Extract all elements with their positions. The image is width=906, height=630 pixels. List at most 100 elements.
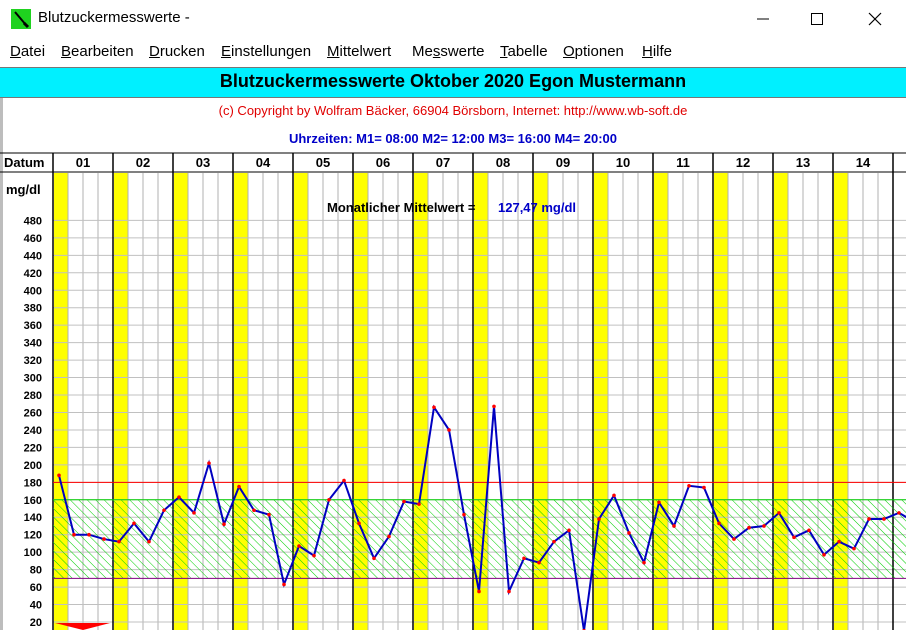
reading-point (162, 508, 166, 513)
y-tick-label: 40 (30, 600, 42, 612)
minimize-icon (757, 18, 769, 20)
y-tick-label: 440 (24, 250, 42, 262)
menu-einstellungen[interactable]: Einstellungen (221, 43, 312, 60)
menu-optionen[interactable]: Optionen (563, 43, 624, 60)
y-tick-label: 480 (24, 215, 42, 227)
y-tick-label: 220 (24, 442, 42, 454)
maximize-button[interactable] (794, 0, 840, 38)
reading-point (147, 539, 151, 544)
reading-point (852, 546, 856, 551)
reading-point (207, 461, 211, 465)
reading-point (702, 485, 706, 490)
menu-bearbeiten[interactable]: Bearbeiten (61, 43, 134, 60)
reading-point (552, 539, 556, 544)
reading-point (252, 508, 256, 513)
menu-messwerte[interactable]: Messwerte (412, 43, 485, 60)
menu-bar: Datei Bearbeiten Drucken Einstellungen M… (0, 40, 906, 64)
day-label-14: 14 (856, 155, 871, 170)
reading-point (822, 552, 826, 557)
reading-point (447, 428, 451, 432)
day-label-04: 04 (256, 155, 271, 170)
y-tick-label: 100 (24, 547, 42, 559)
reading-point (132, 521, 136, 526)
reading-point (477, 589, 481, 594)
day-label-07: 07 (436, 155, 450, 170)
reading-point (297, 544, 301, 548)
reading-point (357, 521, 361, 526)
glucose-chart: Datum 01 02 03 04 05 06 07 08 09 10 11 12 13 14 mg/dl 20… (0, 152, 906, 630)
y-tick-label: 80 (30, 565, 42, 577)
reading-point (57, 473, 61, 478)
y-tick-label: 300 (24, 373, 42, 385)
y-tick-label: 400 (24, 285, 42, 297)
reading-point (177, 495, 181, 499)
mean-label: Monatlicher Mittelwert = (327, 200, 476, 215)
reading-point (867, 517, 871, 521)
y-tick-label: 260 (24, 407, 42, 419)
reading-point (222, 522, 226, 527)
reading-point (417, 502, 421, 506)
y-tick-label: 280 (24, 390, 42, 402)
reading-point (342, 478, 346, 483)
reading-point (267, 512, 271, 517)
reading-point (237, 484, 241, 489)
reading-point (897, 511, 901, 515)
close-button[interactable] (852, 0, 898, 38)
minimize-button[interactable] (740, 0, 786, 38)
reading-point (432, 405, 436, 410)
day-label-05: 05 (316, 155, 330, 170)
menu-drucken[interactable]: Drucken (149, 43, 205, 60)
reading-point (792, 535, 796, 540)
reading-point (372, 556, 376, 561)
reading-point (672, 524, 676, 528)
menu-mittelwert[interactable]: Mittelwert (327, 43, 392, 60)
datum-label: Datum (4, 155, 44, 170)
y-tick-label: 60 (30, 582, 42, 594)
reading-point (87, 532, 91, 537)
copyright-text: (c) Copyright by Wolfram Bäcker, 66904 B… (218, 103, 688, 118)
reading-point (462, 512, 466, 517)
y-tick-label: 380 (24, 303, 42, 315)
reading-point (192, 511, 196, 515)
reading-point (492, 404, 496, 409)
day-label-02: 02 (136, 155, 150, 170)
menu-datei[interactable]: Datei (10, 43, 46, 60)
glucose-line (58, 404, 906, 630)
title-bar: Blutzuckermesswerte - (0, 0, 906, 38)
reading-point (747, 525, 751, 530)
reading-point (777, 511, 781, 515)
reading-point (402, 499, 406, 504)
reading-point (567, 528, 571, 533)
menu-tabelle[interactable]: Tabelle (500, 43, 548, 60)
unit-label: mg/dl (6, 182, 41, 197)
measurement-times: Uhrzeiten: M1= 08:00 M2= 12:00 M3= 16:00… (288, 131, 618, 146)
y-tick-label: 460 (24, 233, 42, 245)
y-tick-label: 160 (24, 495, 42, 507)
day-label-03: 03 (196, 155, 210, 170)
reading-point (507, 589, 511, 594)
close-icon (868, 12, 882, 26)
reading-point (72, 532, 76, 537)
menu-hilfe[interactable]: Hilfe (642, 43, 673, 60)
pen-chart-icon (11, 9, 31, 29)
reading-point (537, 560, 541, 565)
y-tick-label: 360 (24, 320, 42, 332)
day-label-11: 11 (676, 155, 690, 170)
reading-point (117, 539, 121, 544)
maximize-icon (811, 13, 823, 25)
reading-point (282, 582, 286, 587)
y-tick-label: 320 (24, 355, 42, 367)
day-label-10: 10 (616, 155, 630, 170)
day-label-13: 13 (796, 155, 810, 170)
window-title: Blutzuckermesswerte - (38, 9, 190, 26)
reading-point (627, 531, 631, 535)
reading-point (522, 556, 526, 561)
day-label-08: 08 (496, 155, 510, 170)
y-tick-label: 200 (24, 460, 42, 472)
report-banner: Blutzuckermesswerte Oktober 2020 Egon Mu… (0, 67, 906, 98)
mean-value: 127,47 mg/dl (498, 200, 576, 215)
y-tick-label: 340 (24, 338, 42, 350)
y-tick-label: 180 (24, 477, 42, 489)
reading-point (657, 500, 661, 505)
report-title: Blutzuckermesswerte Oktober 2020 Egon Mu… (219, 71, 687, 91)
